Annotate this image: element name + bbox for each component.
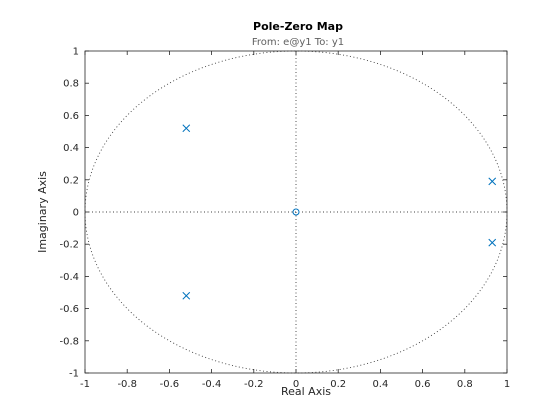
pole-stroke-b [488,238,497,247]
y-tick-label: -0.6 [59,304,79,315]
y-tick-label: 0.2 [63,175,79,186]
pole-stroke-b [488,177,497,186]
x-tick-label: 0.6 [415,379,431,390]
chart-title: Pole-Zero Map [253,20,343,33]
y-tick-label: 0.6 [63,111,79,122]
y-tick-label: 1 [73,47,79,58]
y-axis-label: Imaginary Axis [36,171,49,253]
pole-stroke-b [182,124,191,133]
y-tick-label: 0.8 [63,79,79,90]
pole-stroke-b [182,291,191,300]
pole-marker [182,124,191,133]
y-tick-label: -0.4 [59,272,79,283]
x-tick-label: -0.6 [160,379,180,390]
y-tick-label: -0.8 [59,336,79,347]
x-tick-label: 1 [504,379,510,390]
y-tick-label: -1 [69,369,79,380]
y-tick-label: 0.4 [63,143,79,154]
zero-marker [292,208,300,216]
chart-subtitle: From: e@y1 To: y1 [252,37,344,48]
x-tick-label: -1 [80,379,90,390]
pole-marker [488,238,497,247]
x-axis-label: Real Axis [281,385,331,398]
pole-marker [488,177,497,186]
pole-marker [182,291,191,300]
x-tick-label: 0 [293,379,299,390]
x-tick-label: -0.4 [202,379,222,390]
x-tick-label: 0.2 [330,379,346,390]
y-tick-label: -0.2 [59,240,79,251]
x-tick-label: -0.2 [244,379,264,390]
x-tick-label: 0.8 [457,379,473,390]
y-tick-label: 0 [73,208,79,219]
x-tick-label: 0.4 [372,379,388,390]
x-tick-label: -0.8 [117,379,137,390]
